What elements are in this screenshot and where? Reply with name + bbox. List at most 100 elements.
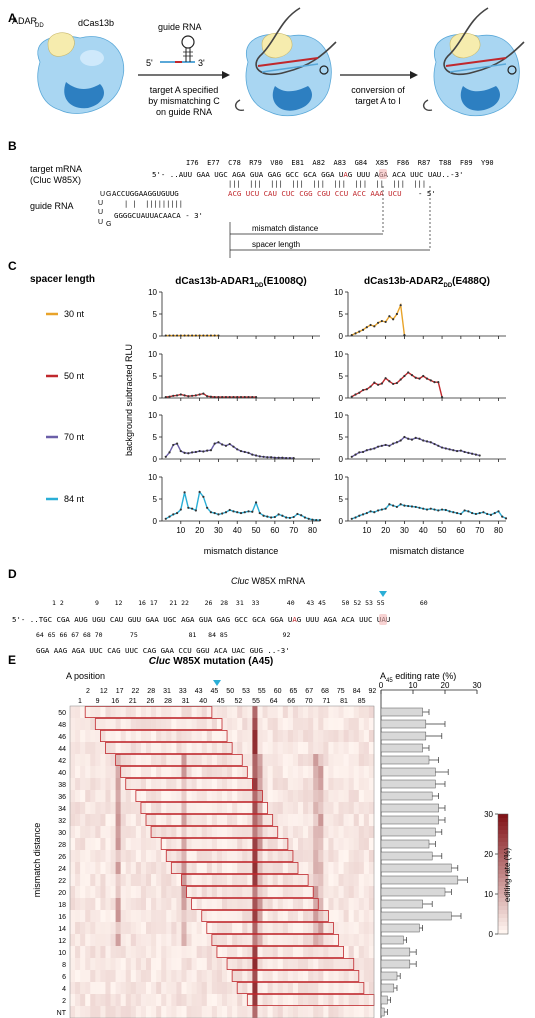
heatmap-cell xyxy=(252,754,258,767)
heatmap-cell xyxy=(105,946,111,959)
heatmap-cell xyxy=(227,790,233,803)
guide-stem-pairs: | | ||||||||| xyxy=(124,200,183,208)
heatmap-cell xyxy=(125,754,132,767)
heatmap-cell xyxy=(267,886,273,899)
heatmap-cell xyxy=(171,790,177,803)
heatmap-cell xyxy=(287,790,294,803)
heatmap-cell xyxy=(277,886,284,899)
heatmap-cell xyxy=(232,826,238,839)
heatmap-cell xyxy=(151,874,157,887)
heatmap-cell xyxy=(201,970,208,983)
heatmap-cell xyxy=(146,958,152,971)
heatmap-row-label: 2 xyxy=(62,998,66,1005)
heatmap-cell xyxy=(343,802,349,815)
heatmap-cell xyxy=(120,850,127,863)
heatmap-cell xyxy=(242,862,248,875)
heatmap-cell xyxy=(303,766,309,779)
heatmap-cell xyxy=(90,790,96,803)
heatmap-cell xyxy=(176,922,182,935)
heatmap-cell xyxy=(201,1006,208,1018)
colorbar-step xyxy=(498,858,508,863)
heatmap-cell xyxy=(95,814,101,827)
heatmap-cell xyxy=(191,994,197,1007)
heatmap-cell xyxy=(323,898,329,911)
heatmap-cell xyxy=(333,982,339,995)
heatmap-cell xyxy=(333,802,339,815)
guide-window-box xyxy=(150,826,279,838)
heatmap-y-axis-label: mismatch distance xyxy=(32,823,42,898)
heatmap-cell xyxy=(237,910,243,923)
data-point xyxy=(164,455,167,458)
colorbar-step xyxy=(498,814,508,819)
data-point xyxy=(354,393,357,396)
heatmap-top-label: 68 xyxy=(321,688,329,695)
heatmap-cell xyxy=(110,898,116,911)
heatmap-bottom-label: 21 xyxy=(129,698,137,705)
heatmap-cell xyxy=(292,874,299,887)
heatmap-cell xyxy=(146,718,152,731)
data-point xyxy=(258,455,261,458)
heatmap-cell xyxy=(161,982,167,995)
adar-dcas-complex-1 xyxy=(37,32,124,114)
heatmap-cell xyxy=(343,970,349,983)
data-point xyxy=(202,334,205,337)
heatmap-cell xyxy=(171,766,177,779)
heatmap-cell xyxy=(80,802,86,815)
heatmap-cell xyxy=(186,730,192,743)
bar xyxy=(380,827,436,837)
guide-window-box xyxy=(84,706,213,718)
heatmap-cell xyxy=(70,790,76,803)
y-tick-label: 10 xyxy=(334,411,343,420)
heatmap-cell xyxy=(75,874,81,887)
heatmap-cell xyxy=(151,982,157,995)
heatmap-cell xyxy=(257,814,263,827)
heatmap-cell xyxy=(186,994,192,1007)
data-point xyxy=(187,452,190,455)
heatmap-cell xyxy=(161,706,167,719)
heatmap-cell xyxy=(206,862,213,875)
target-mrna-sublabel: (Cluc W85X) xyxy=(30,175,81,185)
heatmap-cell xyxy=(171,982,177,995)
heatmap-cell xyxy=(100,994,106,1007)
heatmap-cell xyxy=(201,730,208,743)
heatmap-cell xyxy=(181,742,187,755)
heatmap-top-label: 55 xyxy=(258,688,266,695)
heatmap-cell xyxy=(308,850,314,863)
heatmap-cell xyxy=(257,778,263,791)
heatmap-cell xyxy=(135,778,142,791)
data-point xyxy=(471,452,474,455)
heatmap-cell xyxy=(313,886,319,899)
heatmap-cell xyxy=(257,706,263,719)
heatmap-cell xyxy=(146,730,152,743)
heatmap-cell xyxy=(216,946,223,959)
heatmap-cell xyxy=(196,934,203,947)
heatmap-cell xyxy=(90,718,96,731)
heatmap-cell xyxy=(232,910,238,923)
heatmap-row-label: 30 xyxy=(58,830,66,837)
heatmap-cell xyxy=(282,766,289,779)
heatmap-cell xyxy=(368,814,375,827)
heatmap-cell xyxy=(80,898,86,911)
data-point xyxy=(296,512,299,516)
heatmap-cell xyxy=(247,934,253,947)
heatmap-cell xyxy=(181,778,187,791)
bar xyxy=(380,1007,385,1017)
heatmap-top-label: 53 xyxy=(242,688,250,695)
heatmap-cell xyxy=(211,982,218,995)
heatmap-cell xyxy=(232,742,238,755)
data-point xyxy=(410,374,414,377)
step2-line2: target A to I xyxy=(355,96,401,106)
heatmap-cell xyxy=(176,862,182,875)
heatmap-cell xyxy=(282,826,289,839)
heatmap-cell xyxy=(125,994,132,1007)
heatmap-row-label: 14 xyxy=(58,926,66,933)
heatmap-cell xyxy=(353,934,360,947)
heatmap-cell xyxy=(343,718,349,731)
data-point xyxy=(232,510,235,513)
heatmap-cell xyxy=(343,778,349,791)
heatmap-cell xyxy=(70,934,76,947)
heatmap-cell xyxy=(318,730,324,743)
heatmap-cell xyxy=(161,718,167,731)
heatmap-cell xyxy=(146,922,152,935)
heatmap-cell xyxy=(105,874,111,887)
